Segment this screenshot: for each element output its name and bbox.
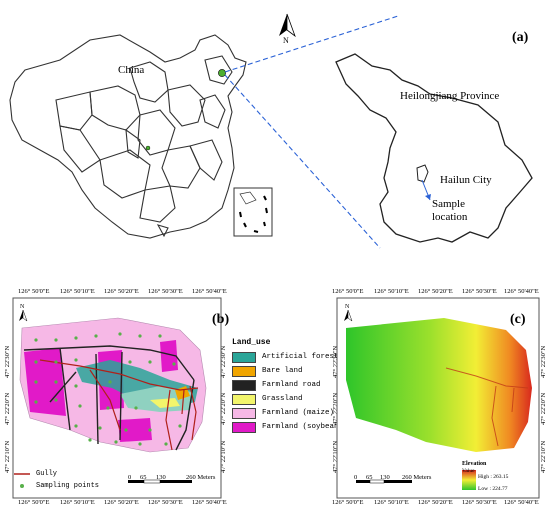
panel-b-map-graphics xyxy=(12,297,222,499)
china-map xyxy=(9,34,247,239)
province-label: Heilongjiang Province xyxy=(400,90,500,102)
china-label: China xyxy=(118,64,145,76)
value-title: Value xyxy=(462,468,475,474)
landuse-grassland xyxy=(150,398,180,408)
c-north-arrow-icon xyxy=(344,309,353,322)
c-north-letter: N xyxy=(345,304,350,310)
b-top-coord: 126° 50'40"E xyxy=(192,288,227,295)
b-scale-bar xyxy=(128,479,192,484)
c-bottom-coord: 126° 50'20"E xyxy=(418,499,453,506)
b-top-coord: 126° 50'10"E xyxy=(60,288,95,295)
b-top-coord: 126° 50'20"E xyxy=(104,288,139,295)
legend-label: Farmland road xyxy=(262,381,321,389)
legend-label: Farmland (soybean) xyxy=(262,423,344,431)
c-bottom-coord: 126° 50'40"E xyxy=(504,499,539,506)
landuse-soybean xyxy=(118,418,152,442)
c-scale-tick: 0 xyxy=(354,474,358,481)
hailun-city-boundary xyxy=(416,164,429,183)
b-scale-tick: 0 xyxy=(128,474,132,481)
gully-label: Gully xyxy=(36,470,58,478)
legend-swatch xyxy=(232,379,256,391)
b-scale-tick: 65 xyxy=(140,474,147,481)
panel-a-map-graphics xyxy=(9,13,533,249)
sample-label-line1: Sample xyxy=(432,198,465,210)
legend-label: Bare land xyxy=(262,367,303,375)
gully-lines xyxy=(39,359,199,451)
landuse-soybean xyxy=(24,348,66,416)
b-scale-tick: 130 xyxy=(156,474,166,481)
b-top-coord: 126° 50'30"E xyxy=(148,288,183,295)
b-bottom-coord: 126° 50'40"E xyxy=(192,499,227,506)
legend-item-bare-land: Bare land xyxy=(232,364,343,378)
c-scale-tick: 65 xyxy=(366,474,373,481)
legend-label: Artificial forest xyxy=(262,353,339,361)
elevation-gully-valleys xyxy=(445,367,529,447)
panel-b-label: (b) xyxy=(212,312,230,327)
sampling-points xyxy=(34,332,182,446)
legend-swatch xyxy=(232,407,256,419)
c-bottom-coord: 126° 50'10"E xyxy=(374,499,409,506)
c-bottom-coord: 126° 50'0"E xyxy=(332,499,364,506)
c-top-coord: 126° 50'40"E xyxy=(504,288,539,295)
legend-sampling-dot xyxy=(20,484,24,488)
callout-line-top xyxy=(224,15,399,73)
b-top-coord: 126° 50'0"E xyxy=(18,288,50,295)
legend-label: Grassland xyxy=(262,395,303,403)
sample-label-line2: location xyxy=(432,211,468,223)
c-scale-tick: 260 Meters xyxy=(402,474,432,481)
elevation-title: Elevation xyxy=(462,461,487,467)
nine-dash-line xyxy=(239,195,268,233)
legend-label: Farmland (maize) xyxy=(262,409,335,417)
c-top-coord: 126° 50'20"E xyxy=(418,288,453,295)
legend-title: Land_use xyxy=(232,338,271,347)
legend-item-grassland: Grassland xyxy=(232,392,343,406)
c-scale-bar xyxy=(356,479,412,484)
heilongjiang-map xyxy=(335,53,533,243)
sampling-label: Sampling points xyxy=(36,482,100,490)
b-north-letter: N xyxy=(20,304,25,310)
north-arrow-icon xyxy=(279,13,296,38)
elevation-legend-ramp xyxy=(462,470,476,490)
panel-a-north-letter: N xyxy=(283,36,289,45)
c-scale-tick: 130 xyxy=(380,474,390,481)
landuse-farmland-road xyxy=(23,345,195,451)
b-bottom-coord: 126° 50'0"E xyxy=(18,499,50,506)
c-top-coord: 126° 50'10"E xyxy=(374,288,409,295)
legend-item-farmland-maize: Farmland (maize) xyxy=(232,406,343,420)
legend-swatch xyxy=(232,365,256,377)
city-label: Hailun City xyxy=(440,174,492,186)
c-bottom-coord: 126° 50'30"E xyxy=(462,499,497,506)
legend-swatch xyxy=(232,393,256,405)
c-top-coord: 126° 50'0"E xyxy=(332,288,364,295)
b-scale-tick: 260 Meters xyxy=(186,474,216,481)
panel-a-label: (a) xyxy=(512,30,529,45)
legend-swatch xyxy=(232,421,256,433)
elevation-raster xyxy=(346,318,532,452)
panel-c-map-graphics xyxy=(336,297,540,499)
b-bottom-coord: 126° 50'30"E xyxy=(148,499,183,506)
b-bottom-coord: 126° 50'10"E xyxy=(60,499,95,506)
callout-line-bottom xyxy=(224,74,381,249)
heilongjiang-marker xyxy=(218,69,226,77)
panel-c-label: (c) xyxy=(510,312,526,327)
c-top-coord: 126° 50'30"E xyxy=(462,288,497,295)
b-north-arrow-icon xyxy=(19,309,28,322)
legend-item-artificial-forest: Artificial forest xyxy=(232,350,343,364)
elevation-high-label: High : 263.15 xyxy=(478,474,509,480)
b-bottom-coord: 126° 50'20"E xyxy=(104,499,139,506)
legend-swatch xyxy=(232,351,256,363)
landuse-legend: Land_use Artificial forest Bare land Far… xyxy=(232,338,343,434)
legend-item-farmland-soybean: Farmland (soybean) xyxy=(232,420,343,434)
elevation-low-label: Low : 224.77 xyxy=(478,486,508,492)
legend-item-farmland-road: Farmland road xyxy=(232,378,343,392)
